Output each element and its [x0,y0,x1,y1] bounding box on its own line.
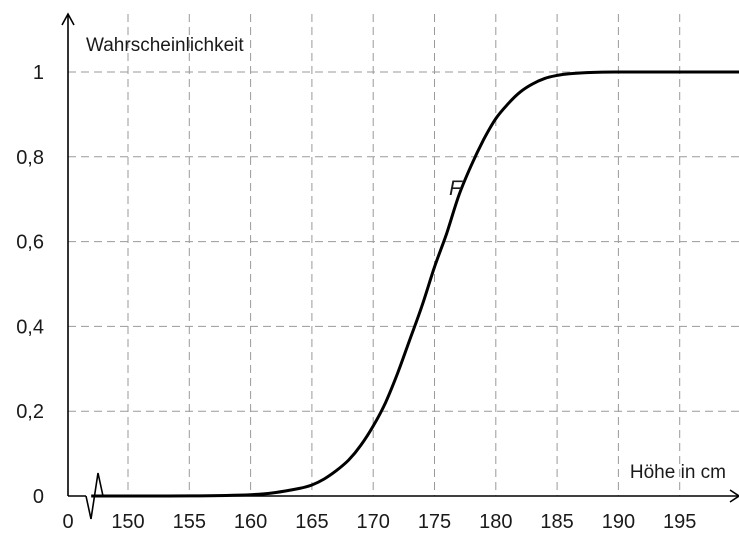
y-axis-label: Wahrscheinlichkeit [86,35,244,56]
series-f-line [91,70,739,498]
grid-lines [68,14,739,496]
series-f-label: F [449,177,463,200]
y-tick-label-0-2: 0,2 [16,401,44,423]
x-tick-label-150: 150 [111,511,144,533]
y-tick-label-0-6: 0,6 [16,232,44,254]
x-tick-label-160: 160 [234,511,267,533]
y-tick-label-0-8: 0,8 [16,147,44,169]
tick-labels: 0 150 155 160 165 170 175 180 185 190 195 0 0,2 0,4 0… [16,62,696,533]
x-tick-label-180: 180 [479,511,512,533]
x-origin-label: 0 [62,511,73,533]
x-axis-label: Höhe in cm [630,462,726,483]
x-tick-label-155: 155 [173,511,206,533]
x-tick-label-175: 175 [418,511,451,533]
x-axis-arrowhead [729,489,739,503]
x-tick-label-165: 165 [295,511,328,533]
y-tick-label-0-4: 0,4 [16,316,44,338]
x-tick-label-185: 185 [540,511,573,533]
y-axis-arrowhead [61,12,75,26]
x-tick-label-170: 170 [357,511,390,533]
y-tick-label-1: 1 [33,62,44,84]
x-tick-label-195: 195 [663,511,696,533]
y-tick-label-0: 0 [33,486,44,508]
series-layer: F [91,70,739,498]
axes [61,12,739,520]
x-tick-label-190: 190 [602,511,635,533]
